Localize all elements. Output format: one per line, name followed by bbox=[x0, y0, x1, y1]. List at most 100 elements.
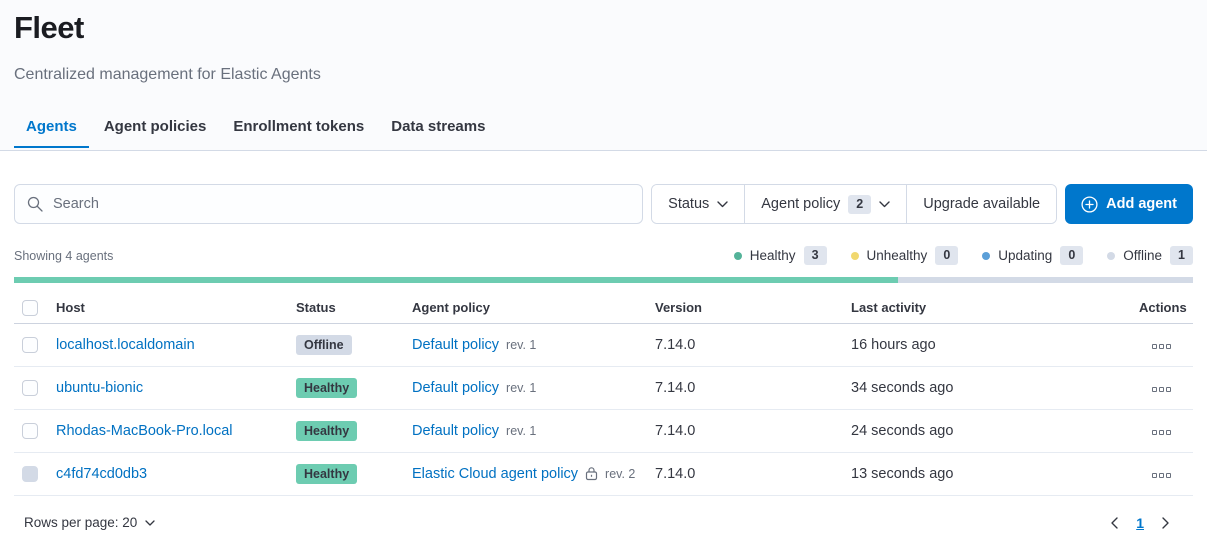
table-row: localhost.localdomain Offline Default po… bbox=[14, 323, 1193, 366]
tab-agent-policies[interactable]: Agent policies bbox=[103, 118, 207, 135]
agent-version: 7.14.0 bbox=[655, 336, 696, 353]
row-actions-button[interactable] bbox=[1152, 426, 1171, 439]
last-activity: 34 seconds ago bbox=[851, 379, 954, 396]
search-input[interactable] bbox=[53, 196, 631, 212]
status-badge: Healthy bbox=[296, 377, 358, 398]
legend-label: Unhealthy bbox=[866, 248, 928, 263]
last-activity: 24 seconds ago bbox=[851, 422, 954, 439]
healthy-dot-icon bbox=[733, 251, 742, 260]
status-badge: Healthy bbox=[296, 420, 358, 441]
table-row: c4fd74cd0db3 Healthy Elastic Cloud agent… bbox=[14, 452, 1193, 495]
agent-policy-filter-count-badge: 2 bbox=[848, 194, 872, 214]
agent-policy-link[interactable]: Default policy bbox=[412, 336, 500, 353]
page-title: Fleet bbox=[14, 10, 84, 45]
row-checkbox[interactable] bbox=[22, 336, 38, 353]
page-number-button[interactable]: 1 bbox=[1132, 513, 1148, 533]
search-icon bbox=[27, 196, 43, 212]
column-header-status: Status bbox=[288, 293, 404, 324]
legend-count-badge: 1 bbox=[1170, 246, 1193, 265]
legend-count-badge: 3 bbox=[803, 246, 827, 265]
legend-label: Healthy bbox=[749, 248, 796, 263]
column-header-last-activity: Last activity bbox=[843, 293, 1131, 324]
status-filter-button[interactable]: Status bbox=[652, 185, 746, 223]
plus-circle-icon bbox=[1081, 195, 1098, 213]
row-actions-button[interactable] bbox=[1152, 469, 1171, 482]
policy-revision: rev. 2 bbox=[605, 466, 636, 481]
offline-dot-icon bbox=[1107, 251, 1116, 260]
fleet-page: Fleet Centralized management for Elastic… bbox=[0, 0, 1207, 533]
agent-policy-link[interactable]: Default policy bbox=[412, 422, 500, 439]
unhealthy-dot-icon bbox=[850, 251, 859, 260]
select-all-checkbox[interactable] bbox=[22, 299, 38, 316]
policy-revision: rev. 1 bbox=[506, 423, 537, 438]
tab-data-streams[interactable]: Data streams bbox=[391, 118, 486, 135]
legend-item-healthy: Healthy 3 bbox=[733, 246, 827, 265]
host-link[interactable]: Rhodas-MacBook-Pro.local bbox=[56, 422, 233, 439]
status-badge: Offline bbox=[296, 334, 352, 355]
legend-label: Offline bbox=[1123, 248, 1163, 263]
next-page-button[interactable] bbox=[1158, 513, 1173, 533]
rows-per-page-button[interactable]: Rows per page: 20 bbox=[24, 515, 155, 530]
agent-health-bar bbox=[14, 277, 1193, 283]
upgrade-available-filter-label: Upgrade available bbox=[923, 196, 1041, 212]
showing-agents-count: Showing 4 agents bbox=[14, 248, 114, 263]
last-activity: 13 seconds ago bbox=[851, 465, 954, 482]
table-footer: Rows per page: 20 1 bbox=[14, 513, 1193, 533]
agent-policy-link[interactable]: Elastic Cloud agent policy bbox=[412, 465, 579, 482]
chevron-down-icon bbox=[717, 200, 728, 207]
status-filter-label: Status bbox=[668, 196, 710, 212]
policy-revision: rev. 1 bbox=[506, 337, 537, 352]
agent-policy-link[interactable]: Default policy bbox=[412, 379, 500, 396]
host-link[interactable]: ubuntu-bionic bbox=[56, 379, 144, 396]
column-header-host: Host bbox=[48, 293, 288, 324]
tab-enrollment-tokens[interactable]: Enrollment tokens bbox=[233, 118, 365, 135]
row-checkbox-disabled bbox=[22, 465, 38, 482]
page-subtitle: Centralized management for Elastic Agent… bbox=[14, 66, 321, 83]
legend-item-updating: Updating 0 bbox=[982, 246, 1084, 265]
health-bar-segment-offline bbox=[898, 277, 1193, 283]
agents-panel: Status Agent policy 2 Upgrade available bbox=[0, 184, 1207, 533]
legend-count-badge: 0 bbox=[935, 246, 959, 265]
row-checkbox[interactable] bbox=[22, 379, 38, 396]
filter-group: Status Agent policy 2 Upgrade available bbox=[651, 184, 1058, 224]
lock-icon bbox=[585, 467, 598, 481]
table-row: Rhodas-MacBook-Pro.local Healthy Default… bbox=[14, 409, 1193, 452]
policy-revision: rev. 1 bbox=[506, 380, 537, 395]
row-checkbox[interactable] bbox=[22, 422, 38, 439]
status-badge: Healthy bbox=[296, 463, 358, 484]
legend-item-unhealthy: Unhealthy 0 bbox=[850, 246, 959, 265]
chevron-left-icon bbox=[1111, 516, 1118, 529]
tab-agents[interactable]: Agents bbox=[14, 107, 89, 148]
page-header: Fleet Centralized management for Elastic… bbox=[0, 0, 1207, 151]
updating-dot-icon bbox=[982, 251, 991, 260]
status-legend: Healthy 3 Unhealthy 0 Updating 0 Offline… bbox=[733, 246, 1193, 265]
last-activity: 16 hours ago bbox=[851, 336, 936, 353]
chevron-down-icon bbox=[145, 519, 155, 526]
toolbar: Status Agent policy 2 Upgrade available bbox=[14, 184, 1193, 224]
host-link[interactable]: c4fd74cd0db3 bbox=[56, 465, 148, 482]
agents-table: Host Status Agent policy Version Last ac… bbox=[14, 293, 1193, 496]
upgrade-available-filter-button[interactable]: Upgrade available bbox=[907, 185, 1057, 223]
previous-page-button[interactable] bbox=[1107, 513, 1122, 533]
rows-per-page-label: Rows per page: 20 bbox=[24, 515, 138, 530]
table-header-row: Host Status Agent policy Version Last ac… bbox=[14, 293, 1193, 324]
health-bar-segment-healthy bbox=[14, 277, 899, 283]
row-actions-button[interactable] bbox=[1152, 383, 1171, 396]
agent-version: 7.14.0 bbox=[655, 465, 696, 482]
add-agent-label: Add agent bbox=[1106, 196, 1177, 212]
table-row: ubuntu-bionic Healthy Default policy rev… bbox=[14, 366, 1193, 409]
add-agent-button[interactable]: Add agent bbox=[1065, 184, 1193, 224]
column-header-agent-policy: Agent policy bbox=[404, 293, 647, 324]
pagination: 1 bbox=[1107, 513, 1183, 533]
column-header-actions: Actions bbox=[1131, 293, 1193, 324]
chevron-down-icon bbox=[879, 200, 890, 207]
summary-row: Showing 4 agents Healthy 3 Unhealthy 0 U… bbox=[14, 246, 1193, 265]
tab-bar: Agents Agent policies Enrollment tokens … bbox=[14, 107, 1193, 148]
row-actions-button[interactable] bbox=[1152, 340, 1171, 353]
chevron-right-icon bbox=[1162, 516, 1169, 529]
agent-policy-filter-button[interactable]: Agent policy 2 bbox=[745, 185, 908, 223]
column-header-version: Version bbox=[647, 293, 843, 324]
agent-version: 7.14.0 bbox=[655, 422, 696, 439]
host-link[interactable]: localhost.localdomain bbox=[56, 336, 195, 353]
agent-policy-filter-label: Agent policy bbox=[761, 196, 841, 212]
